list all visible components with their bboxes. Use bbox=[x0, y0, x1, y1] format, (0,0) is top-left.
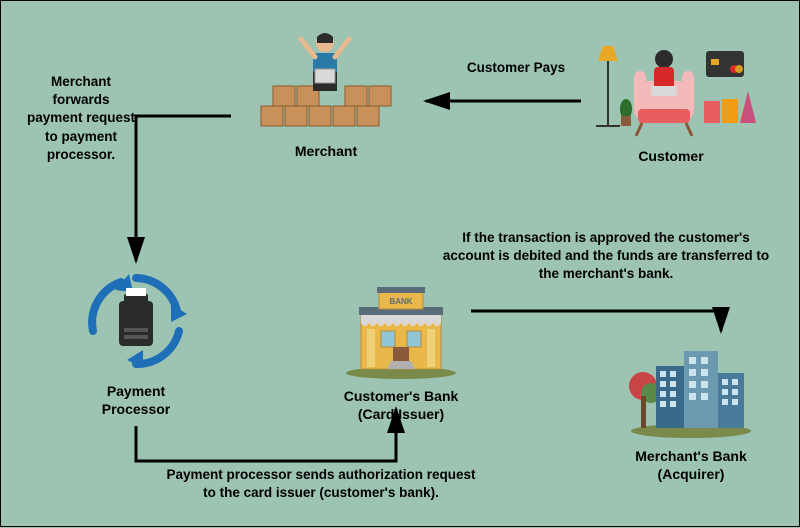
merchant-bank-label-line2: (Acquirer) bbox=[658, 466, 725, 482]
node-customer: Customer bbox=[581, 31, 761, 165]
processor-icon bbox=[76, 266, 196, 376]
merchant-label: Merchant bbox=[236, 142, 416, 160]
buildings-icon bbox=[611, 331, 771, 441]
merchant-icon bbox=[236, 21, 416, 136]
merchant-bank-label: Merchant's Bank (Acquirer) bbox=[611, 447, 771, 483]
node-merchant: Merchant bbox=[236, 21, 416, 160]
node-processor: Payment Processor bbox=[76, 266, 196, 418]
processor-label: Payment Processor bbox=[76, 382, 196, 418]
edge-label-funds-transfer: If the transaction is approved the custo… bbox=[436, 229, 776, 284]
customer-icon bbox=[581, 31, 761, 141]
customer-bank-label-line2: (Card Issuer) bbox=[358, 406, 444, 422]
merchant-bank-label-line1: Merchant's Bank bbox=[635, 448, 746, 464]
customer-label: Customer bbox=[581, 147, 761, 165]
edge-label-customer-pays: Customer Pays bbox=[441, 59, 591, 77]
bank-icon: BANK bbox=[321, 281, 481, 381]
node-merchant-bank: Merchant's Bank (Acquirer) bbox=[611, 331, 771, 483]
processor-label-line2: Processor bbox=[102, 401, 170, 417]
node-customer-bank: BANK Customer's Bank (Card Issuer) bbox=[321, 281, 481, 423]
customer-bank-label-line1: Customer's Bank bbox=[344, 388, 459, 404]
edge-label-merchant-forwards: Merchant forwards payment request to pay… bbox=[26, 73, 136, 164]
customer-bank-label: Customer's Bank (Card Issuer) bbox=[321, 387, 481, 423]
svg-text:BANK: BANK bbox=[389, 297, 412, 306]
processor-label-line1: Payment bbox=[107, 383, 165, 399]
edge-label-auth-request: Payment processor sends authorization re… bbox=[166, 466, 476, 502]
